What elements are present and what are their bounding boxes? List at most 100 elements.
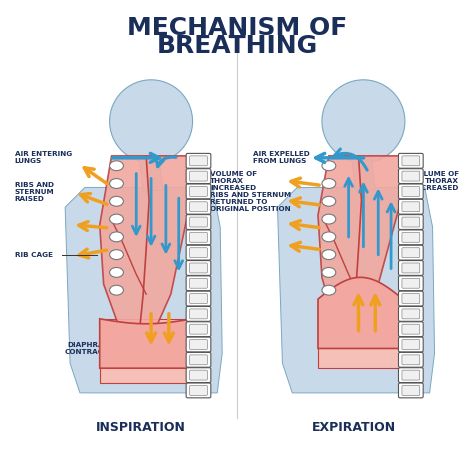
- FancyBboxPatch shape: [190, 263, 207, 273]
- FancyBboxPatch shape: [399, 352, 423, 367]
- Polygon shape: [100, 319, 192, 368]
- Text: VOLUME OF
THORAX
DECREASED: VOLUME OF THORAX DECREASED: [411, 171, 459, 190]
- Text: EXPIRATION: EXPIRATION: [311, 421, 396, 434]
- FancyBboxPatch shape: [399, 184, 423, 199]
- Text: MECHANISM OF: MECHANISM OF: [127, 16, 347, 40]
- Ellipse shape: [109, 214, 123, 224]
- FancyBboxPatch shape: [402, 156, 419, 166]
- Polygon shape: [100, 156, 192, 348]
- FancyBboxPatch shape: [190, 202, 207, 211]
- FancyBboxPatch shape: [399, 169, 423, 184]
- FancyBboxPatch shape: [399, 306, 423, 321]
- Text: DIAPHRAGM
RELAXED
AND ARCHED
UPWARDS: DIAPHRAGM RELAXED AND ARCHED UPWARDS: [342, 301, 395, 328]
- Ellipse shape: [322, 214, 336, 224]
- FancyBboxPatch shape: [402, 202, 419, 211]
- Polygon shape: [352, 158, 375, 190]
- FancyBboxPatch shape: [186, 230, 211, 245]
- Ellipse shape: [109, 196, 123, 206]
- FancyBboxPatch shape: [399, 215, 423, 230]
- Ellipse shape: [109, 179, 123, 189]
- Ellipse shape: [322, 179, 336, 189]
- FancyBboxPatch shape: [399, 199, 423, 214]
- FancyBboxPatch shape: [190, 217, 207, 227]
- FancyBboxPatch shape: [186, 337, 211, 352]
- FancyBboxPatch shape: [190, 232, 207, 242]
- FancyBboxPatch shape: [190, 186, 207, 196]
- FancyBboxPatch shape: [186, 245, 211, 260]
- FancyBboxPatch shape: [399, 261, 423, 275]
- FancyBboxPatch shape: [402, 370, 419, 380]
- FancyBboxPatch shape: [399, 153, 423, 168]
- Text: VOLUME OF
THORAX
INCREASED: VOLUME OF THORAX INCREASED: [210, 171, 257, 190]
- Text: RIBS AND STERNUM
RETURNED TO
ORIGINAL POSITION: RIBS AND STERNUM RETURNED TO ORIGINAL PO…: [210, 192, 292, 212]
- Polygon shape: [139, 158, 163, 190]
- Ellipse shape: [109, 267, 123, 277]
- Polygon shape: [318, 156, 403, 338]
- FancyBboxPatch shape: [190, 370, 207, 380]
- Ellipse shape: [322, 285, 336, 295]
- Text: BREATHING: BREATHING: [156, 34, 318, 58]
- FancyBboxPatch shape: [190, 324, 207, 334]
- Text: RIBS AND
STERNUM
RAISED: RIBS AND STERNUM RAISED: [15, 182, 55, 202]
- Ellipse shape: [322, 267, 336, 277]
- FancyBboxPatch shape: [402, 309, 419, 319]
- FancyBboxPatch shape: [399, 230, 423, 245]
- FancyBboxPatch shape: [190, 279, 207, 288]
- FancyBboxPatch shape: [186, 261, 211, 275]
- Text: AIR ENTERING
LUNGS: AIR ENTERING LUNGS: [15, 151, 72, 164]
- Circle shape: [322, 80, 405, 163]
- FancyBboxPatch shape: [399, 276, 423, 291]
- FancyBboxPatch shape: [402, 217, 419, 227]
- Ellipse shape: [322, 196, 336, 206]
- FancyBboxPatch shape: [186, 306, 211, 321]
- FancyBboxPatch shape: [186, 153, 211, 168]
- FancyBboxPatch shape: [402, 232, 419, 242]
- FancyBboxPatch shape: [190, 386, 207, 396]
- FancyBboxPatch shape: [186, 199, 211, 214]
- FancyBboxPatch shape: [399, 368, 423, 382]
- FancyBboxPatch shape: [190, 248, 207, 257]
- Ellipse shape: [322, 161, 336, 171]
- FancyBboxPatch shape: [190, 156, 207, 166]
- Text: AIR EXPELLED
FROM LUNGS: AIR EXPELLED FROM LUNGS: [253, 151, 310, 164]
- FancyBboxPatch shape: [186, 368, 211, 382]
- FancyBboxPatch shape: [399, 245, 423, 260]
- FancyBboxPatch shape: [186, 322, 211, 337]
- FancyBboxPatch shape: [402, 355, 419, 365]
- FancyBboxPatch shape: [190, 171, 207, 181]
- Polygon shape: [318, 301, 403, 368]
- FancyBboxPatch shape: [402, 340, 419, 350]
- FancyBboxPatch shape: [190, 294, 207, 303]
- Polygon shape: [65, 188, 222, 393]
- Ellipse shape: [109, 250, 123, 260]
- FancyBboxPatch shape: [402, 186, 419, 196]
- FancyBboxPatch shape: [402, 263, 419, 273]
- Polygon shape: [277, 188, 435, 393]
- FancyBboxPatch shape: [399, 337, 423, 352]
- FancyBboxPatch shape: [186, 383, 211, 398]
- FancyBboxPatch shape: [402, 171, 419, 181]
- FancyBboxPatch shape: [186, 169, 211, 184]
- Text: INSPIRATION: INSPIRATION: [96, 421, 186, 434]
- FancyBboxPatch shape: [190, 340, 207, 350]
- Ellipse shape: [109, 285, 123, 295]
- FancyBboxPatch shape: [399, 322, 423, 337]
- Ellipse shape: [109, 232, 123, 242]
- FancyBboxPatch shape: [402, 294, 419, 303]
- FancyBboxPatch shape: [186, 184, 211, 199]
- FancyBboxPatch shape: [186, 215, 211, 230]
- FancyBboxPatch shape: [186, 276, 211, 291]
- FancyBboxPatch shape: [186, 352, 211, 367]
- Ellipse shape: [322, 232, 336, 242]
- Ellipse shape: [322, 250, 336, 260]
- Text: RIB CAGE: RIB CAGE: [15, 252, 53, 258]
- FancyBboxPatch shape: [399, 291, 423, 306]
- FancyBboxPatch shape: [399, 383, 423, 398]
- FancyBboxPatch shape: [186, 291, 211, 306]
- FancyBboxPatch shape: [190, 355, 207, 365]
- FancyBboxPatch shape: [402, 324, 419, 334]
- Circle shape: [109, 80, 192, 163]
- FancyBboxPatch shape: [190, 309, 207, 319]
- FancyBboxPatch shape: [402, 279, 419, 288]
- Text: DIAPHRAGM
CONTRACTED: DIAPHRAGM CONTRACTED: [64, 342, 119, 355]
